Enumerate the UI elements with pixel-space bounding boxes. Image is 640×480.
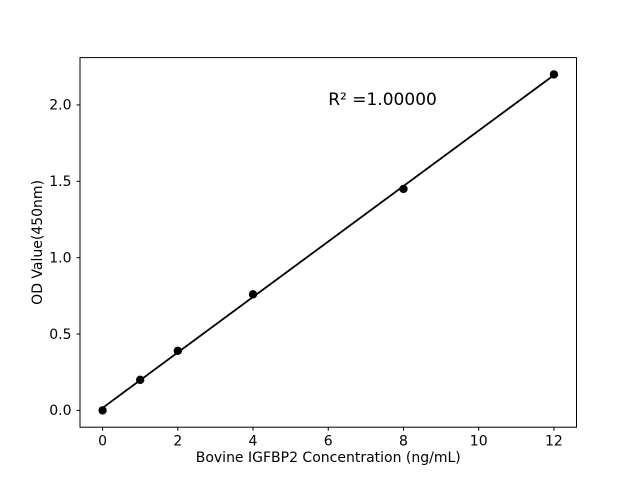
y-tick-label: 0.0 bbox=[49, 403, 71, 419]
plot-dynamic-layer: 0 2 4 6 8 10 12 0.0 0.5 1.0 1.5 2.0 bbox=[49, 57, 577, 450]
x-axis-label: Bovine IGFBP2 Concentration (ng/mL) bbox=[196, 450, 461, 466]
y-tick-label: 1.0 bbox=[49, 250, 71, 266]
data-point bbox=[549, 70, 559, 79]
y-tick-label: 2.0 bbox=[49, 98, 71, 114]
fit-line bbox=[102, 74, 555, 409]
x-tick-label: 10 bbox=[470, 434, 488, 450]
data-point bbox=[248, 290, 258, 299]
data-point bbox=[399, 184, 408, 194]
y-axis-label: OD Value(450nm) bbox=[30, 180, 46, 305]
x-tick-label: 8 bbox=[399, 434, 408, 450]
x-tick-label: 2 bbox=[173, 434, 182, 450]
y-tick-label: 1.5 bbox=[49, 174, 71, 190]
data-point bbox=[173, 346, 182, 356]
x-tick-label: 6 bbox=[324, 434, 333, 450]
data-point bbox=[135, 375, 145, 385]
x-tick-label: 4 bbox=[249, 434, 258, 450]
x-tick-label: 0 bbox=[98, 434, 107, 450]
x-tick-label: 12 bbox=[545, 434, 563, 450]
data-point bbox=[98, 406, 107, 415]
y-tick-label: 0.5 bbox=[49, 327, 71, 343]
r-squared-annotation: R² =1.00000 bbox=[328, 90, 437, 110]
